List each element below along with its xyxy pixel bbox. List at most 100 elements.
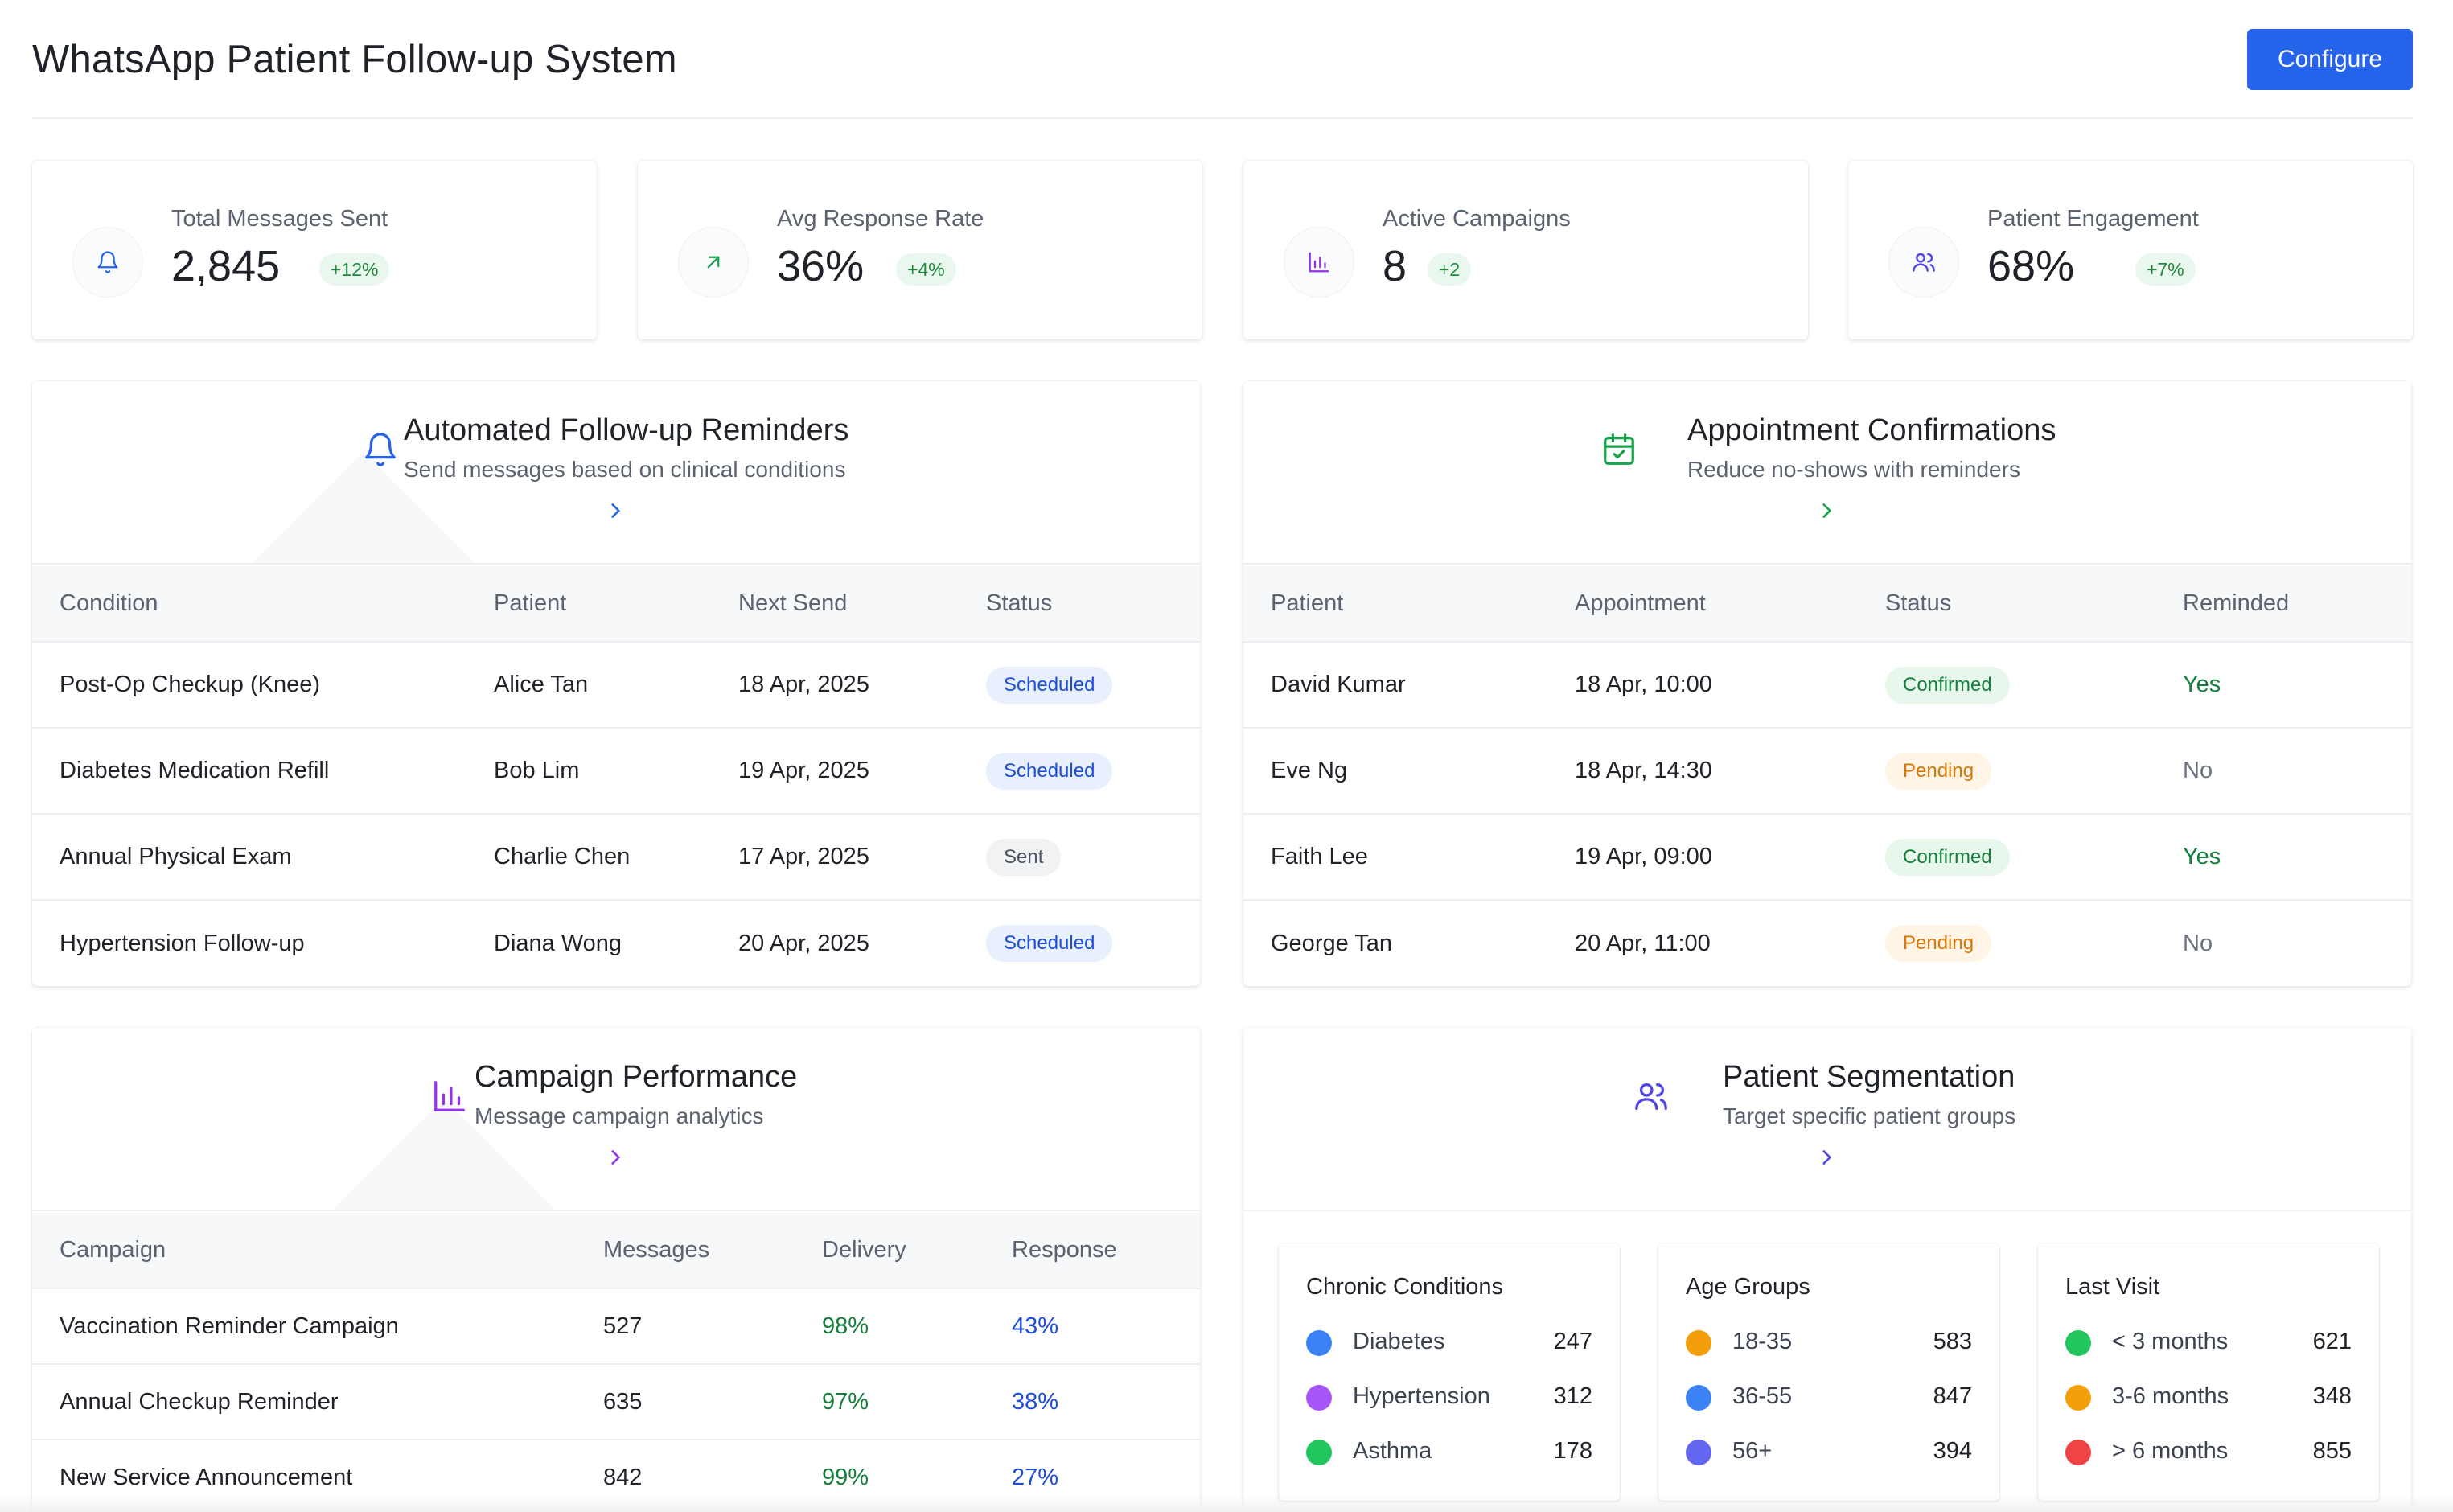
table-row[interactable]: Hypertension Follow-up Diana Wong 20 Apr… — [32, 900, 1200, 986]
table-header-row: Condition Patient Next Send Status — [32, 566, 1200, 642]
table-row[interactable]: George Tan 20 Apr, 11:00 Pending No — [1243, 900, 2411, 986]
panel-subtitle: Message campaign analytics — [475, 1103, 764, 1128]
kpi-label: Active Campaigns — [1383, 206, 1571, 232]
color-dot — [1306, 1330, 1332, 1356]
patient-cell: Diana Wong — [494, 930, 622, 956]
segment-count: 247 — [1553, 1329, 1592, 1354]
segment-count: 855 — [2312, 1438, 2352, 1464]
table-row[interactable]: Eve Ng 18 Apr, 14:30 Pending No — [1243, 728, 2411, 814]
column-header: Patient — [494, 590, 567, 616]
column-header: Appointment — [1575, 590, 1706, 616]
segment-label: Diabetes — [1353, 1329, 1445, 1354]
reminded-cell: No — [2183, 930, 2213, 956]
segment-label: 56+ — [1732, 1438, 1773, 1464]
status-badge: Scheduled — [986, 752, 1113, 790]
segmentation-panel-header[interactable]: Patient Segmentation Target specific pat… — [1243, 1028, 2411, 1211]
appointment-cell: 20 Apr, 11:00 — [1575, 930, 1711, 956]
chevron-right-icon[interactable] — [1816, 499, 1837, 523]
reminded-cell: Yes — [2183, 844, 2221, 869]
campaigns-panel-header[interactable]: Campaign Performance Message campaign an… — [32, 1028, 1200, 1211]
segment-item[interactable]: 56+ 394 — [1686, 1436, 1972, 1469]
panel-title: Campaign Performance — [475, 1060, 798, 1094]
users-icon — [1635, 1083, 1667, 1110]
status-badge: Sent — [986, 838, 1062, 876]
segment-card-last-visit[interactable]: Last Visit < 3 months 621 3-6 months 348… — [2038, 1243, 2379, 1501]
appointments-panel: Appointment Confirmations Reduce no-show… — [1243, 381, 2411, 986]
reminded-cell: Yes — [2183, 672, 2221, 697]
kpi-value: 68% — [1987, 242, 2075, 290]
table-row[interactable]: Annual Physical Exam Charlie Chen 17 Apr… — [32, 814, 1200, 900]
kpi-value: 2,845 — [171, 242, 281, 290]
kpi-value: 36% — [777, 242, 865, 290]
table-header-row: Patient Appointment Status Reminded — [1243, 566, 2411, 642]
segment-card-chronic-conditions[interactable]: Chronic Conditions Diabetes 247 Hyperten… — [1279, 1243, 1620, 1501]
chevron-right-icon[interactable] — [1816, 1145, 1837, 1169]
patient-cell: Faith Lee — [1271, 844, 1368, 869]
reminders-panel-header[interactable]: Automated Follow-up Reminders Send messa… — [32, 381, 1200, 565]
bottom-fade — [0, 1494, 2453, 1512]
status-badge: Confirmed — [1885, 838, 2010, 876]
color-dot — [1686, 1330, 1711, 1356]
table-row[interactable]: Annual Checkup Reminder 635 97% 38% — [32, 1364, 1200, 1440]
panel-subtitle: Target specific patient groups — [1723, 1103, 2016, 1128]
appointment-cell: 18 Apr, 10:00 — [1575, 672, 1712, 697]
appointments-panel-header[interactable]: Appointment Confirmations Reduce no-show… — [1243, 381, 2411, 565]
chevron-right-icon[interactable] — [605, 1145, 626, 1169]
chevron-right-icon[interactable] — [605, 499, 626, 523]
segment-item[interactable]: < 3 months 621 — [2065, 1327, 2352, 1359]
condition-cell: Annual Physical Exam — [60, 844, 292, 869]
column-header: Delivery — [822, 1237, 906, 1263]
column-header: Messages — [603, 1237, 710, 1263]
table-row[interactable]: Post-Op Checkup (Knee) Alice Tan 18 Apr,… — [32, 642, 1200, 728]
segment-card-title: Chronic Conditions — [1306, 1274, 1504, 1300]
segment-item[interactable]: 36-55 847 — [1686, 1382, 1972, 1414]
table-row[interactable]: New Service Announcement 842 99% 27% — [32, 1440, 1200, 1512]
kpi-delta-badge: +12% — [319, 253, 390, 286]
panel-subtitle: Reduce no-shows with reminders — [1687, 457, 2020, 482]
table-row[interactable]: Faith Lee 19 Apr, 09:00 Confirmed Yes — [1243, 814, 2411, 900]
segment-count: 621 — [2312, 1329, 2352, 1354]
kpi-delta-badge: +2 — [1428, 253, 1472, 286]
appointment-cell: 19 Apr, 09:00 — [1575, 844, 1712, 869]
kpi-row: Total Messages Sent 2,845 +12% Avg Respo… — [32, 161, 2413, 339]
condition-cell: Diabetes Medication Refill — [60, 758, 330, 783]
table-row[interactable]: Diabetes Medication Refill Bob Lim 19 Ap… — [32, 728, 1200, 814]
header-decoration — [331, 1099, 557, 1210]
segment-label: < 3 months — [2112, 1329, 2229, 1354]
configure-button[interactable]: Configure — [2247, 29, 2413, 90]
column-header: Reminded — [2183, 590, 2290, 616]
campaign-cell: Annual Checkup Reminder — [60, 1388, 339, 1415]
kpi-response-rate: Avg Response Rate 36% +4% — [638, 161, 1202, 339]
status-badge: Confirmed — [1885, 666, 2010, 704]
color-dot — [1306, 1440, 1332, 1465]
segment-card-age-groups[interactable]: Age Groups 18-35 583 36-55 847 56+ 394 — [1658, 1243, 1999, 1501]
panel-subtitle: Send messages based on clinical conditio… — [404, 457, 846, 482]
segment-item[interactable]: 18-35 583 — [1686, 1327, 1972, 1359]
column-header: Status — [1885, 590, 1952, 616]
segment-item[interactable]: Diabetes 247 — [1306, 1327, 1592, 1359]
reminders-table: Condition Patient Next Send Status Post-… — [32, 566, 1200, 986]
delivery-cell: 99% — [822, 1465, 869, 1490]
segment-count: 394 — [1933, 1438, 1972, 1464]
kpi-active-campaigns: Active Campaigns 8 +2 — [1243, 161, 1808, 339]
status-badge: Scheduled — [986, 925, 1113, 962]
segment-item[interactable]: Asthma 178 — [1306, 1436, 1592, 1469]
column-header: Status — [986, 590, 1053, 616]
segment-item[interactable]: Hypertension 312 — [1306, 1382, 1592, 1414]
panel-title: Automated Follow-up Reminders — [404, 413, 849, 447]
segment-count: 348 — [2312, 1383, 2352, 1409]
patient-cell: David Kumar — [1271, 672, 1406, 697]
kpi-label: Avg Response Rate — [777, 206, 984, 232]
segment-item[interactable]: > 6 months 855 — [2065, 1436, 2352, 1469]
segment-item[interactable]: 3-6 months 348 — [2065, 1382, 2352, 1414]
appointment-cell: 18 Apr, 14:30 — [1575, 758, 1712, 783]
condition-cell: Post-Op Checkup (Knee) — [60, 672, 320, 697]
table-row[interactable]: David Kumar 18 Apr, 10:00 Confirmed Yes — [1243, 642, 2411, 728]
column-header: Response — [1012, 1237, 1117, 1263]
patient-cell: George Tan — [1271, 930, 1393, 956]
color-dot — [2065, 1330, 2091, 1356]
campaigns-table: Campaign Messages Delivery Response Vacc… — [32, 1213, 1200, 1512]
panel-title: Patient Segmentation — [1723, 1060, 2015, 1094]
table-row[interactable]: Vaccination Reminder Campaign 527 98% 43… — [32, 1288, 1200, 1364]
condition-cell: Hypertension Follow-up — [60, 930, 305, 956]
